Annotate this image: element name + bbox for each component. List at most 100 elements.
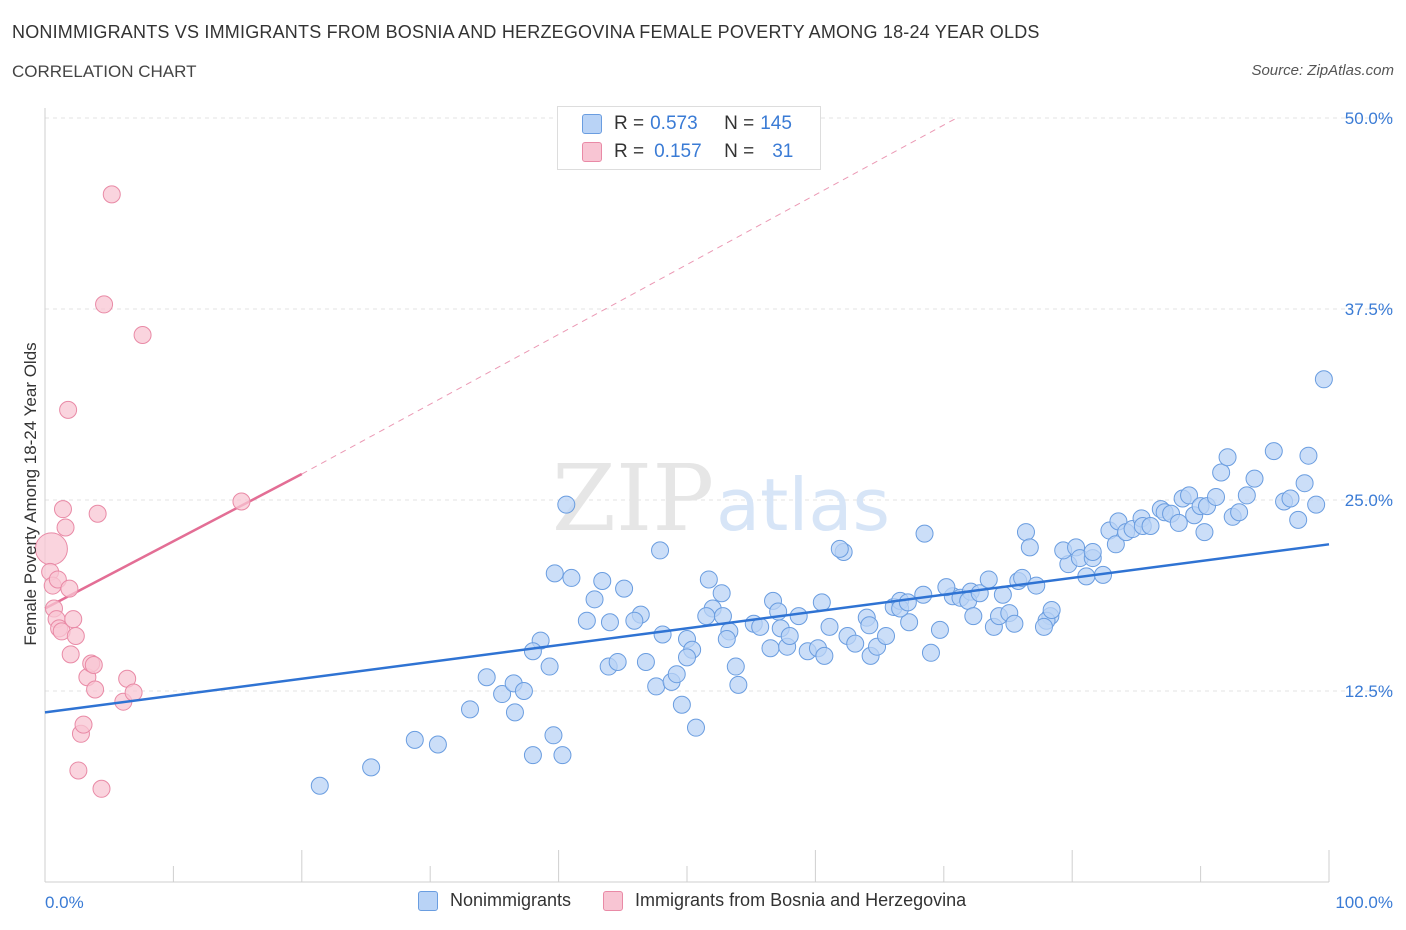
immigrant-point [59,400,78,419]
nonimmigrant-point [1020,538,1039,557]
nonimmigrant-point [585,590,604,609]
legend-box: R = 0.573 N = 145 R = 0.157 N = 31 [557,106,821,170]
legend-swatch-blue [582,114,602,134]
nonimmigrant-point [1180,486,1199,505]
tick-labels: 12.5% 25.0% 37.5% 50.0% 0.0% 100.0% [45,109,1393,912]
nonimmigrant-point [1195,523,1214,542]
bottom-legend-swatch-blue [418,890,438,911]
nonimmigrant-point [1264,442,1283,461]
immigrant-point [56,518,75,537]
y-tick-label: 25.0% [1345,491,1393,510]
nonimmigrant-point [600,613,619,632]
watermark-zip: ZIP [552,445,714,552]
immigrant-point [60,579,79,598]
pink-trend-extension [301,117,957,475]
immigrant-point [95,295,114,314]
immigrant-point [66,626,85,645]
nonimmigrant-point [461,700,480,719]
nonimmigrant-point [477,668,496,687]
nonimmigrant-point [540,657,559,676]
legend-n-value: 145 [760,113,792,134]
legend-row-nonimmigrants: R = 0.573 N = 145 [582,111,792,137]
nonimmigrant-point [712,584,731,603]
legend-r-value: 0.573 [650,113,698,134]
immigrant-point [232,492,251,511]
nonimmigrant-point [1005,614,1024,633]
nonimmigrant-point [667,665,686,684]
nonimmigrant-point [562,568,581,587]
x-tick-label: 0.0% [45,893,84,912]
nonimmigrant-point [830,539,849,558]
nonimmigrant-point [751,617,770,636]
nonimmigrant-point [812,593,831,612]
nonimmigrant-point [625,611,644,630]
immigrant-point [102,185,121,204]
immigrant-points [34,185,251,798]
nonimmigrant-point [964,607,983,626]
chart-title: NONIMMIGRANTS VS IMMIGRANTS FROM BOSNIA … [12,22,1040,42]
axes [44,108,1330,883]
nonimmigrant-point [1281,489,1300,508]
nonimmigrant-point [428,735,447,754]
nonimmigrant-point [877,626,896,645]
legend-r-label: R = [614,141,645,162]
nonimmigrant-point [900,613,919,632]
nonimmigrant-point [1237,486,1256,505]
nonimmigrant-point [505,703,524,722]
nonimmigrant-point [1034,617,1053,636]
nonimmigrant-point [577,611,596,630]
bottom-legend-swatch-pink [603,890,624,911]
legend-row-immigrants: R = 0.157 N = 31 [582,139,793,165]
nonimmigrant-point [717,630,736,649]
blue-trend-line [44,543,1330,714]
nonimmigrant-point [651,541,670,560]
nonimmigrant-point [636,652,655,671]
x-tick-label: 100.0% [1335,893,1393,912]
nonimmigrant-point [1314,370,1333,389]
bottom-legend-label: Immigrants from Bosnia and Herzegovina [635,890,967,910]
immigrant-point [34,532,68,566]
legend-r-label: R = [614,113,645,134]
nonimmigrant-point [729,675,748,694]
nonimmigrant-point [523,746,542,765]
nonimmigrant-point [789,607,808,626]
nonimmigrant-point [1230,503,1249,522]
nonimmigrant-point [860,616,879,635]
nonimmigrant-point [979,570,998,589]
y-tick-label: 50.0% [1345,109,1393,128]
bottom-legend-nonimmigrants: Nonimmigrants [418,890,571,911]
pink-trend [44,117,957,610]
nonimmigrant-point [1307,495,1326,514]
legend-n-label: N = [724,113,755,134]
nonimmigrant-point [846,634,865,653]
y-tick-label: 37.5% [1345,300,1393,319]
nonimmigrant-point [553,746,572,765]
nonimmigrant-point [523,642,542,661]
nonimmigrant-point [362,758,381,777]
nonimmigrant-point [514,682,533,700]
immigrant-point [124,683,143,702]
nonimmigrant-point [915,524,934,543]
immigrant-point [61,645,80,664]
nonimmigrant-point [914,585,933,604]
nonimmigrant-point [1042,601,1061,620]
watermark-atlas: atlas [716,463,890,547]
immigrant-point [133,325,152,344]
nonimmigrant-point [780,626,799,645]
nonimmigrant-point [930,620,949,639]
nonimmigrant-point [593,571,612,590]
nonimmigrant-point [761,639,780,658]
immigrant-point [86,680,105,699]
nonimmigrant-point [608,652,627,671]
immigrant-point [53,500,72,519]
immigrant-point [74,715,93,734]
immigrant-point [92,779,111,798]
nonimmigrant-point [697,607,716,626]
source-label: Source: ZipAtlas.com [1251,62,1394,79]
nonimmigrant-point [1289,510,1308,529]
nonimmigrant-point [1083,542,1102,561]
nonimmigrant-points [310,370,1333,795]
chart-subtitle: CORRELATION CHART [12,62,197,81]
nonimmigrant-point [1106,535,1125,554]
